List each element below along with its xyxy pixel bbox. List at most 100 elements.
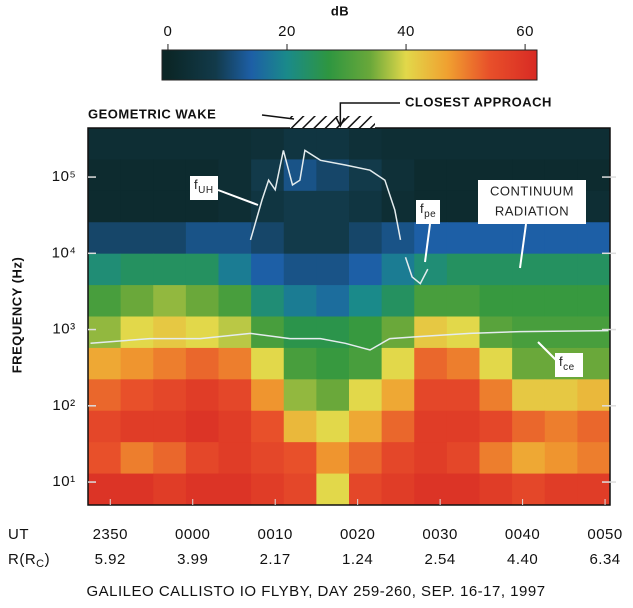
- cell: [349, 191, 382, 223]
- cell: [251, 285, 284, 317]
- cell: [447, 254, 480, 286]
- cell: [447, 222, 480, 254]
- cell: [121, 254, 154, 286]
- cell: [512, 254, 545, 286]
- cell: [480, 474, 513, 506]
- cell: [121, 379, 154, 411]
- colorbar-scale: [162, 50, 537, 80]
- cell: [186, 442, 219, 474]
- cell: [480, 442, 513, 474]
- cell: [447, 285, 480, 317]
- cell: [414, 442, 447, 474]
- cell: [316, 379, 349, 411]
- cell: [219, 254, 252, 286]
- cell: [577, 254, 610, 286]
- wake-label: GEOMETRIC WAKE: [88, 106, 216, 121]
- cell: [316, 128, 349, 160]
- cell: [447, 128, 480, 160]
- x2-tick-label: 2.54: [425, 551, 456, 568]
- cell: [349, 285, 382, 317]
- cell: [219, 222, 252, 254]
- x-tick-label: 0020: [340, 526, 375, 543]
- cell: [251, 474, 284, 506]
- cell: [251, 442, 284, 474]
- cell: [512, 222, 545, 254]
- cell: [414, 411, 447, 443]
- cell: [480, 128, 513, 160]
- cell: [447, 411, 480, 443]
- cell: [349, 222, 382, 254]
- cell: [121, 474, 154, 506]
- cell: [316, 285, 349, 317]
- cell: [447, 348, 480, 380]
- cell: [512, 411, 545, 443]
- cell: [480, 411, 513, 443]
- x-tick-label: 0010: [258, 526, 293, 543]
- cell: [382, 411, 415, 443]
- cell: [414, 159, 447, 191]
- cell: [414, 128, 447, 160]
- cell: [153, 285, 186, 317]
- cell: [251, 128, 284, 160]
- cell: [414, 285, 447, 317]
- cell: [545, 254, 578, 286]
- cell: [121, 191, 154, 223]
- y-tick-label: 10¹: [52, 473, 75, 490]
- cell: [219, 128, 252, 160]
- cell: [512, 442, 545, 474]
- cell: [153, 159, 186, 191]
- cell: [316, 348, 349, 380]
- cell: [153, 474, 186, 506]
- cell: [316, 442, 349, 474]
- cell: [186, 222, 219, 254]
- x-tick-label: 0040: [505, 526, 540, 543]
- cell: [251, 254, 284, 286]
- cell: [349, 128, 382, 160]
- cell: [316, 254, 349, 286]
- cell: [186, 317, 219, 349]
- x2-tick-label: 6.34: [589, 551, 620, 568]
- cell: [577, 222, 610, 254]
- y-tick-label: 10⁴: [52, 244, 77, 261]
- cell: [251, 222, 284, 254]
- cell: [349, 317, 382, 349]
- arrow: [262, 115, 294, 119]
- cell: [577, 128, 610, 160]
- cell: [545, 285, 578, 317]
- cell: [88, 474, 121, 506]
- cell: [284, 222, 317, 254]
- cell: [545, 222, 578, 254]
- y-tick-label: 10²: [52, 397, 75, 414]
- cell: [382, 379, 415, 411]
- cell: [88, 348, 121, 380]
- x2-tick-label: 3.99: [177, 551, 208, 568]
- x-tick-label: 0050: [587, 526, 622, 543]
- cell: [414, 474, 447, 506]
- cell: [88, 442, 121, 474]
- cell: [219, 348, 252, 380]
- chart: dB 0204060 FREQUENCY (Hz) UT R(RC) GALIL…: [0, 0, 633, 608]
- page: {"chart_data": { "type": "spectrogram", …: [0, 0, 633, 608]
- cell: [414, 348, 447, 380]
- cell: [251, 159, 284, 191]
- caption: GALILEO CALLISTO IO FLYBY, DAY 259-260, …: [86, 583, 545, 600]
- cell: [382, 474, 415, 506]
- cell: [186, 254, 219, 286]
- cell: [284, 317, 317, 349]
- x2-tick-label: 5.92: [95, 551, 126, 568]
- cell: [88, 222, 121, 254]
- cell: [153, 411, 186, 443]
- cell: [251, 317, 284, 349]
- cell: [577, 411, 610, 443]
- cell: [186, 348, 219, 380]
- cell: [284, 348, 317, 380]
- cell: [447, 442, 480, 474]
- cell: [153, 191, 186, 223]
- colorbar-tick-label: 20: [278, 23, 296, 40]
- continuum-label: CONTINUUM: [490, 183, 574, 198]
- cell: [153, 442, 186, 474]
- cell: [186, 411, 219, 443]
- y-tick-label: 10³: [52, 321, 75, 338]
- cell: [480, 348, 513, 380]
- cell: [88, 411, 121, 443]
